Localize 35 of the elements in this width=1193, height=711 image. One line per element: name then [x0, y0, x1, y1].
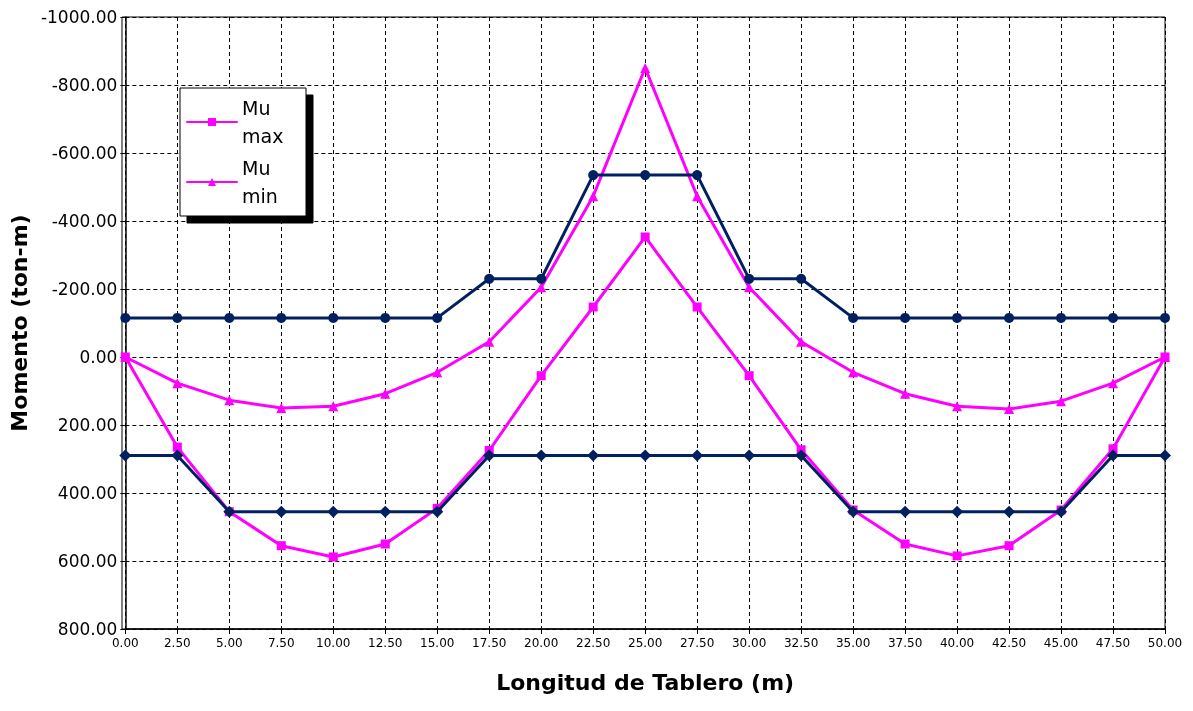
x-tick-label: 50.00	[1147, 636, 1183, 650]
y-tick-label: 600.00	[57, 551, 118, 571]
x-tick-label: 22.50	[576, 636, 611, 650]
x-tick-label: 32.50	[783, 636, 819, 650]
y-tick-label: 800.00	[57, 619, 118, 639]
x-axis-title: Longitud de Tablero (m)	[496, 669, 795, 695]
x-tick-label: 25.00	[627, 636, 663, 650]
y-tick-label: 0.00	[79, 347, 118, 367]
legend-label: Mu max	[242, 97, 284, 147]
y-tick-label: -200.00	[51, 279, 118, 299]
y-tick-label: 200.00	[57, 415, 118, 435]
x-tick-label: 5.00	[215, 636, 243, 650]
x-tick-label: 0.00	[111, 636, 139, 650]
y-tick-label: 400.00	[57, 483, 118, 503]
x-tick-label: 37.50	[887, 636, 923, 650]
y-tick-label: -1000.00	[40, 7, 118, 27]
x-tick-label: 12.50	[368, 636, 403, 650]
y-tick-label: -800.00	[51, 75, 118, 95]
y-tick-label: -600.00	[51, 143, 118, 163]
x-tick-label: 45.00	[1043, 636, 1079, 650]
x-tick-label: 7.50	[267, 636, 295, 650]
x-tick-label: 42.50	[991, 636, 1027, 650]
x-tick-label: 47.50	[1095, 636, 1131, 650]
y-axis-title: Momento (ton-m)	[6, 214, 32, 432]
y-tick-label: -400.00	[51, 211, 118, 231]
x-tick-label: 20.00	[524, 636, 559, 650]
x-tick-label: 15.00	[420, 636, 455, 650]
x-tick-label: 10.00	[316, 636, 351, 650]
x-tick-label: 17.50	[472, 636, 507, 650]
x-tick-label: 27.50	[679, 636, 715, 650]
x-tick-label: 35.00	[835, 636, 871, 650]
x-tick-label: 30.00	[731, 636, 767, 650]
x-tick-label: 2.50	[163, 636, 191, 650]
x-tick-label: 40.00	[939, 636, 975, 650]
legend-label: Mu min	[242, 157, 278, 207]
